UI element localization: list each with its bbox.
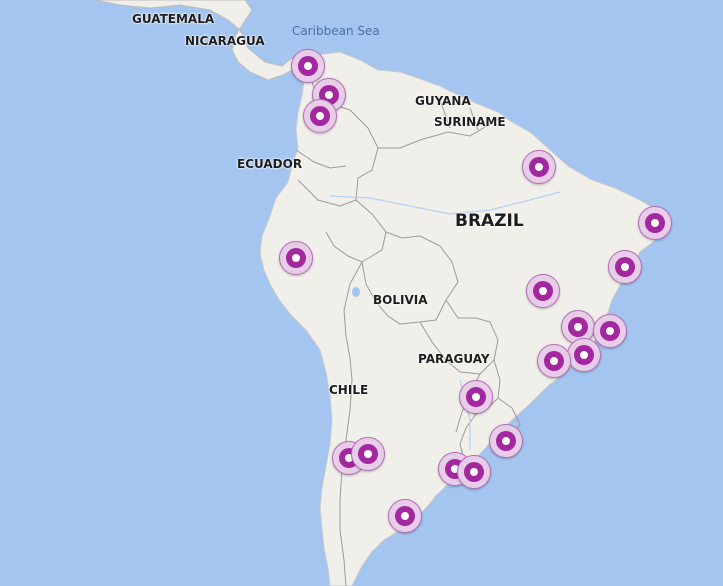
country-label-ecuador: ECUADOR [237, 157, 303, 171]
marker-center-dot [606, 327, 614, 335]
location-marker[interactable] [522, 150, 556, 184]
location-marker[interactable] [457, 455, 491, 489]
country-label-nicaragua: NICARAGUA [185, 34, 265, 48]
location-marker[interactable] [303, 99, 337, 133]
location-marker[interactable] [291, 49, 325, 83]
marker-center-dot [550, 357, 558, 365]
marker-center-dot [574, 323, 582, 331]
location-marker[interactable] [279, 241, 313, 275]
location-marker[interactable] [489, 424, 523, 458]
marker-center-dot [325, 91, 333, 99]
location-marker[interactable] [567, 338, 601, 372]
sea-label-caribbean: Caribbean Sea [292, 24, 380, 38]
country-label-guatemala: GUATEMALA [132, 12, 215, 26]
marker-center-dot [401, 512, 409, 520]
location-marker[interactable] [388, 499, 422, 533]
location-marker[interactable] [608, 250, 642, 284]
marker-ring [291, 49, 325, 83]
lake-titicaca [352, 287, 360, 297]
marker-center-dot [292, 254, 300, 262]
marker-center-dot [539, 287, 547, 295]
marker-center-dot [316, 112, 324, 120]
marker-center-dot [535, 163, 543, 171]
marker-center-dot [621, 263, 629, 271]
marker-center-dot [470, 468, 478, 476]
marker-center-dot [651, 219, 659, 227]
location-marker[interactable] [593, 314, 627, 348]
marker-center-dot [472, 393, 480, 401]
country-label-suriname: SURINAME [434, 115, 506, 129]
location-marker[interactable] [351, 437, 385, 471]
country-label-bolivia: BOLIVIA [373, 293, 428, 307]
location-marker[interactable] [537, 344, 571, 378]
country-label-brazil: BRAZIL [455, 211, 524, 231]
location-marker[interactable] [526, 274, 560, 308]
location-marker[interactable] [459, 380, 493, 414]
marker-center-dot [451, 465, 459, 473]
marker-center-dot [304, 62, 312, 70]
country-label-guyana: GUYANA [415, 94, 471, 108]
marker-center-dot [580, 351, 588, 359]
country-label-paraguay: PARAGUAY [418, 352, 490, 366]
marker-center-dot [364, 450, 372, 458]
location-marker[interactable] [638, 206, 672, 240]
marker-center-dot [502, 437, 510, 445]
marker-center-dot [345, 454, 353, 462]
country-label-chile: CHILE [329, 383, 369, 397]
